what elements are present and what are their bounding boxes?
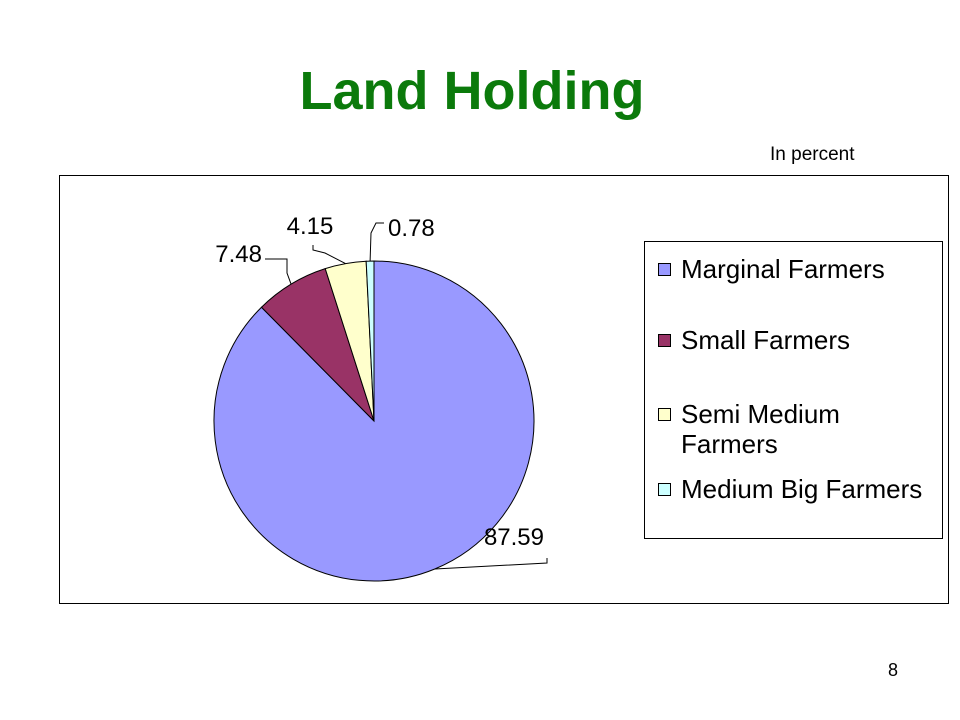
legend-label-medium-big-farmers: Medium Big Farmers: [681, 474, 923, 504]
chart-area: [59, 175, 949, 604]
leader-line-small-farmers: [265, 258, 292, 285]
legend-swatch-semi-medium-farmers: [658, 408, 671, 421]
unit-note: In percent: [770, 144, 855, 165]
legend-label-marginal-farmers: Marginal Farmers: [681, 254, 885, 284]
legend-swatch-medium-big-farmers: [658, 483, 671, 496]
legend-swatch-small-farmers: [658, 334, 671, 347]
legend-item-semi-medium-farmers: Semi Medium Farmers: [658, 399, 881, 459]
legend-item-marginal-farmers: Marginal Farmers: [658, 254, 931, 284]
data-label-marginal-farmers: 87.59: [484, 524, 544, 551]
pie-slice-medium-big-farmers: [365, 260, 375, 422]
leader-line-marginal-farmers: [434, 558, 548, 570]
legend-item-small-farmers: Small Farmers: [658, 325, 931, 355]
page-number: 8: [888, 660, 899, 680]
data-label-semi-medium-farmers: 4.15: [287, 213, 334, 240]
chart-legend: Marginal Farmers Small Farmers Semi Medi…: [644, 241, 943, 539]
data-label-medium-big-farmers: 0.78: [388, 215, 435, 242]
data-label-small-farmers: 7.48: [215, 241, 262, 268]
legend-label-small-farmers: Small Farmers: [681, 325, 851, 355]
legend-item-medium-big-farmers: Medium Big Farmers: [658, 474, 931, 504]
slide-title: Land Holding: [299, 61, 645, 121]
leader-line-semi-medium-farmers: [312, 245, 346, 265]
legend-swatch-marginal-farmers: [658, 263, 671, 276]
legend-label-semi-medium-farmers: Semi Medium Farmers: [681, 399, 840, 459]
leader-line-medium-big-farmers: [369, 222, 384, 262]
